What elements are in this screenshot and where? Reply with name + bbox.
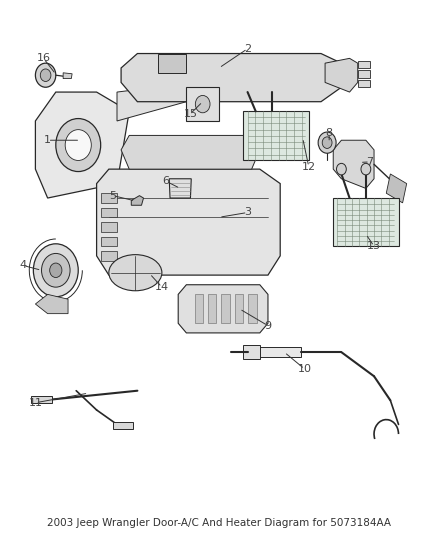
Bar <box>194 294 203 324</box>
Text: 11: 11 <box>28 398 42 408</box>
Text: 10: 10 <box>298 364 312 374</box>
Circle shape <box>40 69 51 82</box>
Bar <box>101 237 117 246</box>
Text: 2003 Jeep Wrangler Door-A/C And Heater Diagram for 5073184AA: 2003 Jeep Wrangler Door-A/C And Heater D… <box>47 518 391 528</box>
Polygon shape <box>333 140 374 188</box>
Polygon shape <box>244 345 260 359</box>
Text: 15: 15 <box>184 109 198 119</box>
Circle shape <box>49 263 62 278</box>
Polygon shape <box>117 83 194 121</box>
Polygon shape <box>186 87 219 121</box>
Polygon shape <box>244 111 309 159</box>
Polygon shape <box>113 422 133 429</box>
Text: 4: 4 <box>20 261 27 270</box>
Polygon shape <box>35 92 129 198</box>
Polygon shape <box>325 58 358 92</box>
Circle shape <box>35 63 56 87</box>
Bar <box>101 193 117 203</box>
Circle shape <box>65 130 91 160</box>
Text: 5: 5 <box>110 191 117 200</box>
Polygon shape <box>386 174 406 203</box>
Circle shape <box>318 132 336 154</box>
Polygon shape <box>32 395 52 403</box>
Polygon shape <box>131 196 144 205</box>
Text: 8: 8 <box>325 128 333 138</box>
Polygon shape <box>97 169 280 275</box>
Circle shape <box>322 137 332 148</box>
Text: 2: 2 <box>244 44 251 54</box>
Text: 1: 1 <box>44 135 51 145</box>
Circle shape <box>56 118 101 172</box>
Polygon shape <box>358 70 370 78</box>
Bar <box>101 208 117 217</box>
Circle shape <box>42 253 70 287</box>
Polygon shape <box>252 348 300 357</box>
Polygon shape <box>63 73 72 78</box>
Text: 7: 7 <box>367 157 374 167</box>
Bar <box>101 251 117 261</box>
Bar <box>101 222 117 232</box>
Polygon shape <box>158 53 186 73</box>
Polygon shape <box>358 80 370 87</box>
Polygon shape <box>169 179 191 198</box>
Ellipse shape <box>109 255 162 291</box>
Circle shape <box>33 244 78 297</box>
Bar <box>235 294 243 324</box>
Text: 14: 14 <box>155 282 169 292</box>
Bar <box>222 294 230 324</box>
Bar <box>208 294 216 324</box>
Text: 13: 13 <box>367 241 381 251</box>
Text: 9: 9 <box>265 321 272 330</box>
Circle shape <box>336 163 346 175</box>
Polygon shape <box>333 198 399 246</box>
Text: 3: 3 <box>244 207 251 217</box>
Polygon shape <box>35 294 68 313</box>
Polygon shape <box>121 135 260 169</box>
Bar <box>248 294 257 324</box>
Polygon shape <box>121 53 341 102</box>
Circle shape <box>195 95 210 113</box>
Polygon shape <box>358 61 370 68</box>
Text: 6: 6 <box>162 176 170 186</box>
Circle shape <box>361 163 371 175</box>
Polygon shape <box>178 285 268 333</box>
Text: 16: 16 <box>36 53 50 63</box>
Text: 12: 12 <box>302 161 316 172</box>
